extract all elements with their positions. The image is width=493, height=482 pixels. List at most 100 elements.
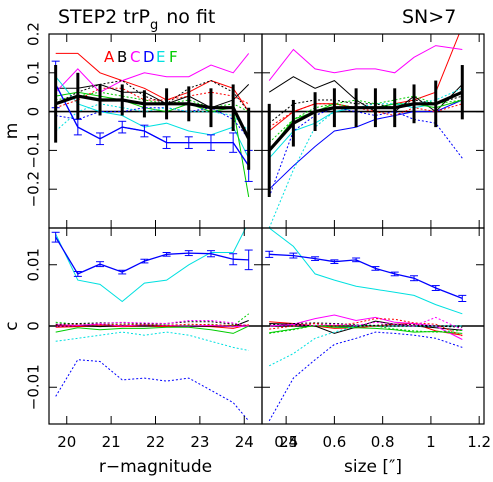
y-tick-label: 0.01 (25, 248, 43, 281)
error-bar (51, 231, 60, 243)
error-bar (229, 253, 238, 266)
mean-line (55, 94, 251, 140)
series-line-3 (269, 314, 463, 340)
y-axis-label: c (2, 321, 22, 330)
series-line-8 (269, 322, 463, 328)
error-bar (244, 249, 253, 271)
series-line-1 (55, 83, 250, 109)
y-tick-label: 0.1 (25, 61, 43, 85)
title-subscript: g (150, 18, 158, 33)
series-line-8 (55, 91, 249, 113)
error-bar (390, 271, 399, 277)
series-line-10 (269, 316, 463, 331)
series-line-5 (268, 331, 463, 422)
plot-area-top-left (49, 52, 262, 198)
y-tick-label: 0 (25, 321, 43, 331)
error-bar (311, 256, 320, 261)
legend-letter: A (104, 48, 115, 66)
x-tick-label: 0.6 (322, 433, 346, 451)
y-axis-label: m (2, 123, 22, 140)
title-main: STEP2 trP (58, 6, 150, 28)
series-line-8 (268, 95, 463, 143)
series-line-6 (268, 325, 463, 367)
errorbar-series-line-0 (269, 253, 463, 300)
plot-area-bottom-left (49, 228, 262, 422)
plot-area-top-right (262, 34, 484, 228)
errorbar-series-line-0 (55, 84, 250, 167)
figure-title: STEP2 trPg no fit SN>7 (58, 6, 456, 33)
error-bar (371, 266, 380, 271)
error-bar (118, 269, 127, 275)
y-tick-label: 0.2 (25, 22, 43, 46)
series-line-10 (55, 320, 249, 328)
y-tick-label: −0.1 (25, 132, 43, 168)
panel-bottom-right: 0.4 0.6 0.8 1 1.2 size [″] (261, 227, 491, 477)
error-bar (140, 258, 149, 264)
legend-letter: C (130, 48, 140, 66)
x-tick-label: 22 (146, 433, 165, 451)
series-line-7 (55, 313, 250, 327)
series-line-9 (269, 318, 463, 337)
series-line-6 (268, 107, 463, 198)
x-tick-label: 20 (57, 433, 76, 451)
errorbar-series-line-0 (55, 236, 249, 275)
series-line-2 (268, 45, 463, 81)
legend-letter: F (169, 48, 178, 66)
error-bar (184, 136, 193, 149)
error-bar (206, 134, 215, 151)
x-tick-label: 23 (190, 433, 209, 451)
y-tick-label: −0.2 (25, 171, 43, 207)
error-bar (265, 250, 274, 258)
x-tick-label: 1 (426, 433, 436, 451)
series-line-4 (55, 325, 249, 334)
x-tick-label: 25 (279, 433, 298, 451)
x-tick-label: 1.2 (467, 433, 491, 451)
error-bar (206, 250, 215, 258)
panel-group: −0.2 −0.1 0 0.1 0.2 m 20 21 22 23 24 25 −0.01 0 0.01 c r… (2, 22, 491, 477)
x-tick-label: 0.8 (371, 433, 395, 451)
series-line-8 (55, 321, 249, 327)
plot-area-bottom-right (262, 228, 484, 422)
x-axis-label: size [″] (344, 457, 402, 477)
error-bar (229, 132, 238, 153)
series-line-0 (268, 34, 460, 132)
x-axis-label: r−magnitude (99, 457, 212, 477)
series-line-0 (55, 228, 247, 303)
error-bar (96, 261, 105, 268)
panel-frame (261, 33, 485, 229)
error-bar (162, 136, 171, 149)
legend-letter: B (117, 48, 127, 66)
series-line-10 (268, 103, 463, 128)
error-bar (73, 270, 82, 277)
series-line-2 (55, 53, 250, 93)
error-bar (118, 120, 127, 134)
series-line-0 (268, 228, 463, 315)
x-tick-label: 0.4 (274, 433, 298, 451)
series-line-7 (55, 103, 250, 132)
title-cut: SN>7 (402, 6, 456, 28)
error-bar (184, 250, 193, 257)
series-line-3 (268, 99, 463, 190)
series-line-9 (55, 80, 250, 112)
legend-letter: E (156, 48, 165, 66)
series-line-9 (268, 95, 463, 124)
y-tick-label: −0.01 (25, 364, 43, 410)
error-bar (162, 252, 171, 257)
error-bar (96, 132, 105, 146)
error-bar (330, 259, 339, 265)
error-bar (140, 124, 149, 138)
series-line-0 (55, 52, 250, 112)
series-line-6 (55, 107, 250, 140)
panel-top-right (261, 33, 485, 229)
panel-top-left: −0.2 −0.1 0 0.1 0.2 m (2, 22, 263, 229)
error-bar (458, 294, 467, 302)
error-bar (352, 257, 361, 263)
y-tick-label: 0 (25, 107, 43, 117)
x-tick-label: 24 (235, 433, 254, 451)
mean-line (268, 90, 463, 152)
series-line-5 (55, 359, 250, 422)
series-line-6 (55, 331, 249, 351)
